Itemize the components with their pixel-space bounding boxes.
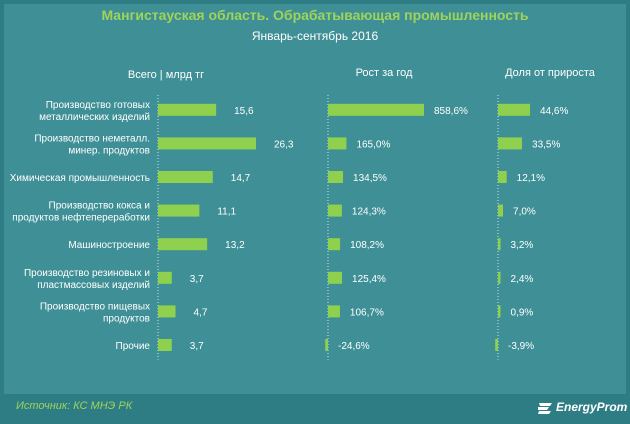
bar: [328, 137, 347, 150]
data-label: 44,6%: [540, 106, 568, 117]
column-header-share: Доля от прироста: [505, 67, 596, 79]
data-label: 13,2: [225, 240, 245, 251]
logo-text: EnergyProm: [556, 400, 628, 414]
category-label: Производство готовых: [46, 100, 150, 111]
data-label: 125,4%: [352, 274, 386, 285]
source-note: Источник: КС МНЭ РК: [16, 400, 133, 412]
data-label: 3,7: [190, 274, 204, 285]
category-label: Машиностроение: [68, 240, 150, 251]
category-label: Производство пищевых: [40, 301, 150, 312]
bar: [498, 204, 504, 217]
bar: [158, 171, 213, 183]
bar: [328, 103, 424, 116]
bar: [498, 103, 530, 116]
data-label: 33,5%: [532, 139, 560, 150]
category-label: Производство кокса и: [49, 201, 150, 212]
bar: [158, 238, 208, 251]
category-label: пластмассовых изделий: [37, 280, 150, 291]
bar: [328, 271, 343, 284]
data-label: 106,7%: [350, 307, 384, 318]
data-label: 134,5%: [353, 173, 387, 184]
bar: [498, 137, 523, 150]
bar: [498, 238, 501, 251]
bar: [328, 204, 342, 217]
bar: [495, 339, 498, 351]
data-label: 26,3: [274, 139, 294, 150]
data-label: 108,2%: [350, 240, 384, 251]
data-label: 15,6: [234, 106, 254, 117]
bar: [158, 204, 200, 217]
data-label: 0,9%: [511, 307, 534, 318]
bar: [158, 137, 256, 150]
chart-title: Мангистауская область. Обрабатывающая пр…: [101, 7, 528, 23]
data-label: 3,7: [190, 341, 204, 352]
bar: [158, 339, 172, 351]
data-label: 7,0%: [513, 207, 536, 218]
category-label: продуктов нефтепереработки: [12, 212, 150, 224]
energyprom-logo: EnergyProm: [536, 397, 628, 419]
bar: [158, 305, 176, 318]
bar: [328, 171, 344, 183]
column-header-total: Всего | млрд тг: [128, 69, 204, 81]
category-label: продуктов: [103, 313, 150, 324]
data-label: -24,6%: [338, 341, 370, 352]
category-label: Производство неметалл.: [34, 133, 150, 144]
data-label: -3,9%: [508, 341, 534, 352]
category-label: Химическая промышленность: [10, 173, 150, 184]
category-label: металлических изделий: [39, 112, 150, 123]
data-label: 3,2%: [511, 240, 534, 251]
data-label: 124,3%: [352, 207, 386, 218]
chart-panel: [4, 4, 626, 394]
bar: [158, 271, 172, 284]
chart-subtitle: Январь-сентябрь 2016: [252, 29, 379, 43]
bar: [325, 339, 328, 351]
category-label: Прочие: [116, 341, 151, 352]
logo-icon: [538, 403, 552, 414]
bar: [498, 171, 507, 183]
data-label: 11,1: [217, 207, 236, 218]
data-label: 858,6%: [434, 106, 468, 117]
data-label: 12,1%: [517, 173, 545, 184]
column-header-growth: Рост за год: [356, 67, 413, 79]
data-label: 165,0%: [356, 139, 390, 150]
category-label: минер. продуктов: [68, 145, 150, 156]
bar: [498, 305, 501, 318]
data-label: 2,4%: [511, 274, 534, 285]
data-label: 14,7: [231, 173, 251, 184]
bar: [328, 305, 340, 318]
category-label: Производство резиновых и: [24, 268, 150, 279]
bar: [328, 238, 341, 251]
bar: [158, 103, 217, 116]
data-label: 4,7: [194, 307, 208, 318]
bar: [498, 271, 501, 284]
